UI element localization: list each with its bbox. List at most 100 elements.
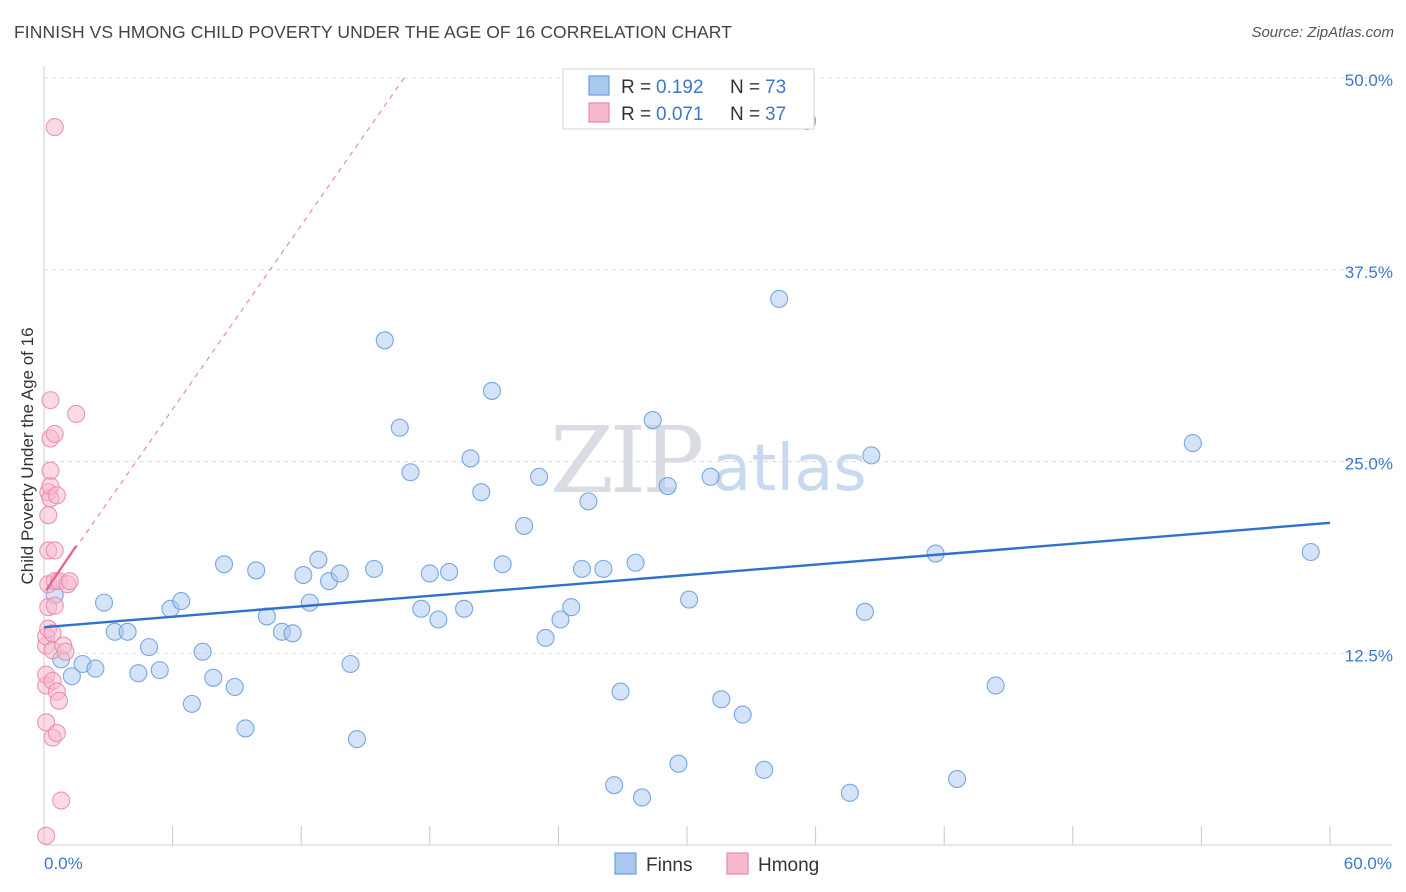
hmong-point <box>43 624 62 643</box>
y-tick-label: 12.5% <box>1345 646 1393 665</box>
finns-point <box>375 331 394 350</box>
finns-point <box>948 769 967 789</box>
finns-point <box>712 690 731 709</box>
finns-point <box>94 593 114 612</box>
hmong-trend-line <box>45 545 78 592</box>
finns-point <box>62 667 81 686</box>
source-label: Source: ZipAtlas.com <box>1251 24 1394 41</box>
finns-point <box>551 610 570 629</box>
finns-point <box>182 694 201 713</box>
watermark-atlas: atlas <box>712 432 867 506</box>
finns-point <box>440 562 459 581</box>
finns-point <box>680 590 699 609</box>
legend-box: R = 0.192 N = 73 R = 0.071 N = 37 <box>562 68 815 130</box>
finns-point <box>611 682 630 701</box>
hmong-trend-extended <box>45 77 405 591</box>
finns-point <box>365 559 384 578</box>
finns-point <box>341 654 360 674</box>
legend-n-value-finns: 73 <box>765 77 786 98</box>
hmong-point <box>47 723 66 743</box>
finns-point <box>605 776 624 795</box>
x-tick-label-min: 0.0% <box>44 854 83 873</box>
hmong-point <box>45 541 64 560</box>
finns-point <box>420 564 439 583</box>
legend-r-value-hmong: 0.071 <box>656 104 704 125</box>
hmong-point <box>49 691 69 710</box>
legend-n-label-finns: N = <box>730 77 760 98</box>
hmong-point <box>41 391 60 410</box>
finns-point <box>643 411 662 430</box>
finns-point <box>493 555 512 574</box>
finns-point <box>733 705 752 724</box>
finns-point <box>594 559 613 578</box>
finns-point <box>515 516 534 535</box>
finns-point <box>626 553 645 572</box>
finns-point <box>658 476 677 496</box>
finns-point <box>482 381 502 400</box>
finns-point <box>461 449 480 468</box>
finns-point <box>139 638 159 657</box>
finns-point <box>118 622 137 641</box>
legend-r-value-finns: 0.192 <box>656 77 704 98</box>
hmong-point <box>39 506 58 525</box>
hmong-point <box>67 404 86 423</box>
finns-point <box>986 676 1005 695</box>
hmong-point <box>47 486 66 505</box>
finns-point <box>401 463 420 482</box>
bottom-legend-finns: Finns <box>646 855 692 876</box>
finns-point <box>572 559 592 578</box>
finns-point <box>86 659 105 678</box>
hmong-point <box>37 713 56 732</box>
finns-point <box>412 599 431 618</box>
finns-point <box>214 555 234 574</box>
finns-point <box>204 668 223 687</box>
legend-swatch-hmong <box>588 102 610 123</box>
finns-point <box>429 610 448 629</box>
x-tick-label-max: 60.0% <box>1344 854 1392 873</box>
finns-point <box>632 788 652 807</box>
finns-point <box>472 483 491 502</box>
bottom-legend: Finns Hmong <box>614 852 819 876</box>
hmong-point <box>45 118 64 137</box>
finns-point <box>172 592 191 611</box>
legend-swatch-finns <box>588 75 610 96</box>
finns-point <box>225 677 244 697</box>
finns-point <box>294 565 313 585</box>
finns-point <box>770 289 789 308</box>
finns-point <box>840 783 859 802</box>
legend-n-label-hmong: N = <box>730 104 760 125</box>
finns-point <box>247 561 266 580</box>
finns-point <box>755 760 774 779</box>
hmong-point <box>41 461 60 480</box>
finns-point <box>855 602 874 621</box>
legend-r-label-finns: R = <box>621 77 651 98</box>
finns-point <box>236 719 255 738</box>
finns-point <box>347 730 366 749</box>
watermark: ZIP atlas <box>550 407 867 514</box>
finns-point <box>330 564 349 583</box>
finns-trend-line <box>43 521 1331 629</box>
finns-point <box>300 593 319 612</box>
gridlines <box>44 77 1392 654</box>
finns-point <box>1183 434 1202 453</box>
hmong-point <box>45 424 64 443</box>
legend-r-label-hmong: R = <box>621 104 651 125</box>
hmong-point <box>37 826 56 845</box>
watermark-zip: ZIP <box>550 407 701 514</box>
finns-point <box>862 446 881 465</box>
hmong-point <box>60 572 79 591</box>
y-axis-label: Child Poverty Under the Age of 16 <box>18 327 37 584</box>
finns-point <box>536 628 555 647</box>
finns-point <box>129 664 148 683</box>
finns-point <box>455 599 474 618</box>
finns-point <box>390 418 409 437</box>
y-tick-label: 37.5% <box>1345 263 1393 282</box>
finns-point <box>530 467 549 486</box>
hmong-points <box>37 118 86 845</box>
finns-point <box>193 642 212 661</box>
bottom-legend-hmong: Hmong <box>758 855 819 876</box>
finns-point <box>562 598 581 617</box>
y-axis-tick-labels: 12.5% 25.0% 37.5% 50.0% <box>1345 71 1393 665</box>
finns-point <box>669 754 688 773</box>
x-axis-ticks <box>172 826 1331 845</box>
